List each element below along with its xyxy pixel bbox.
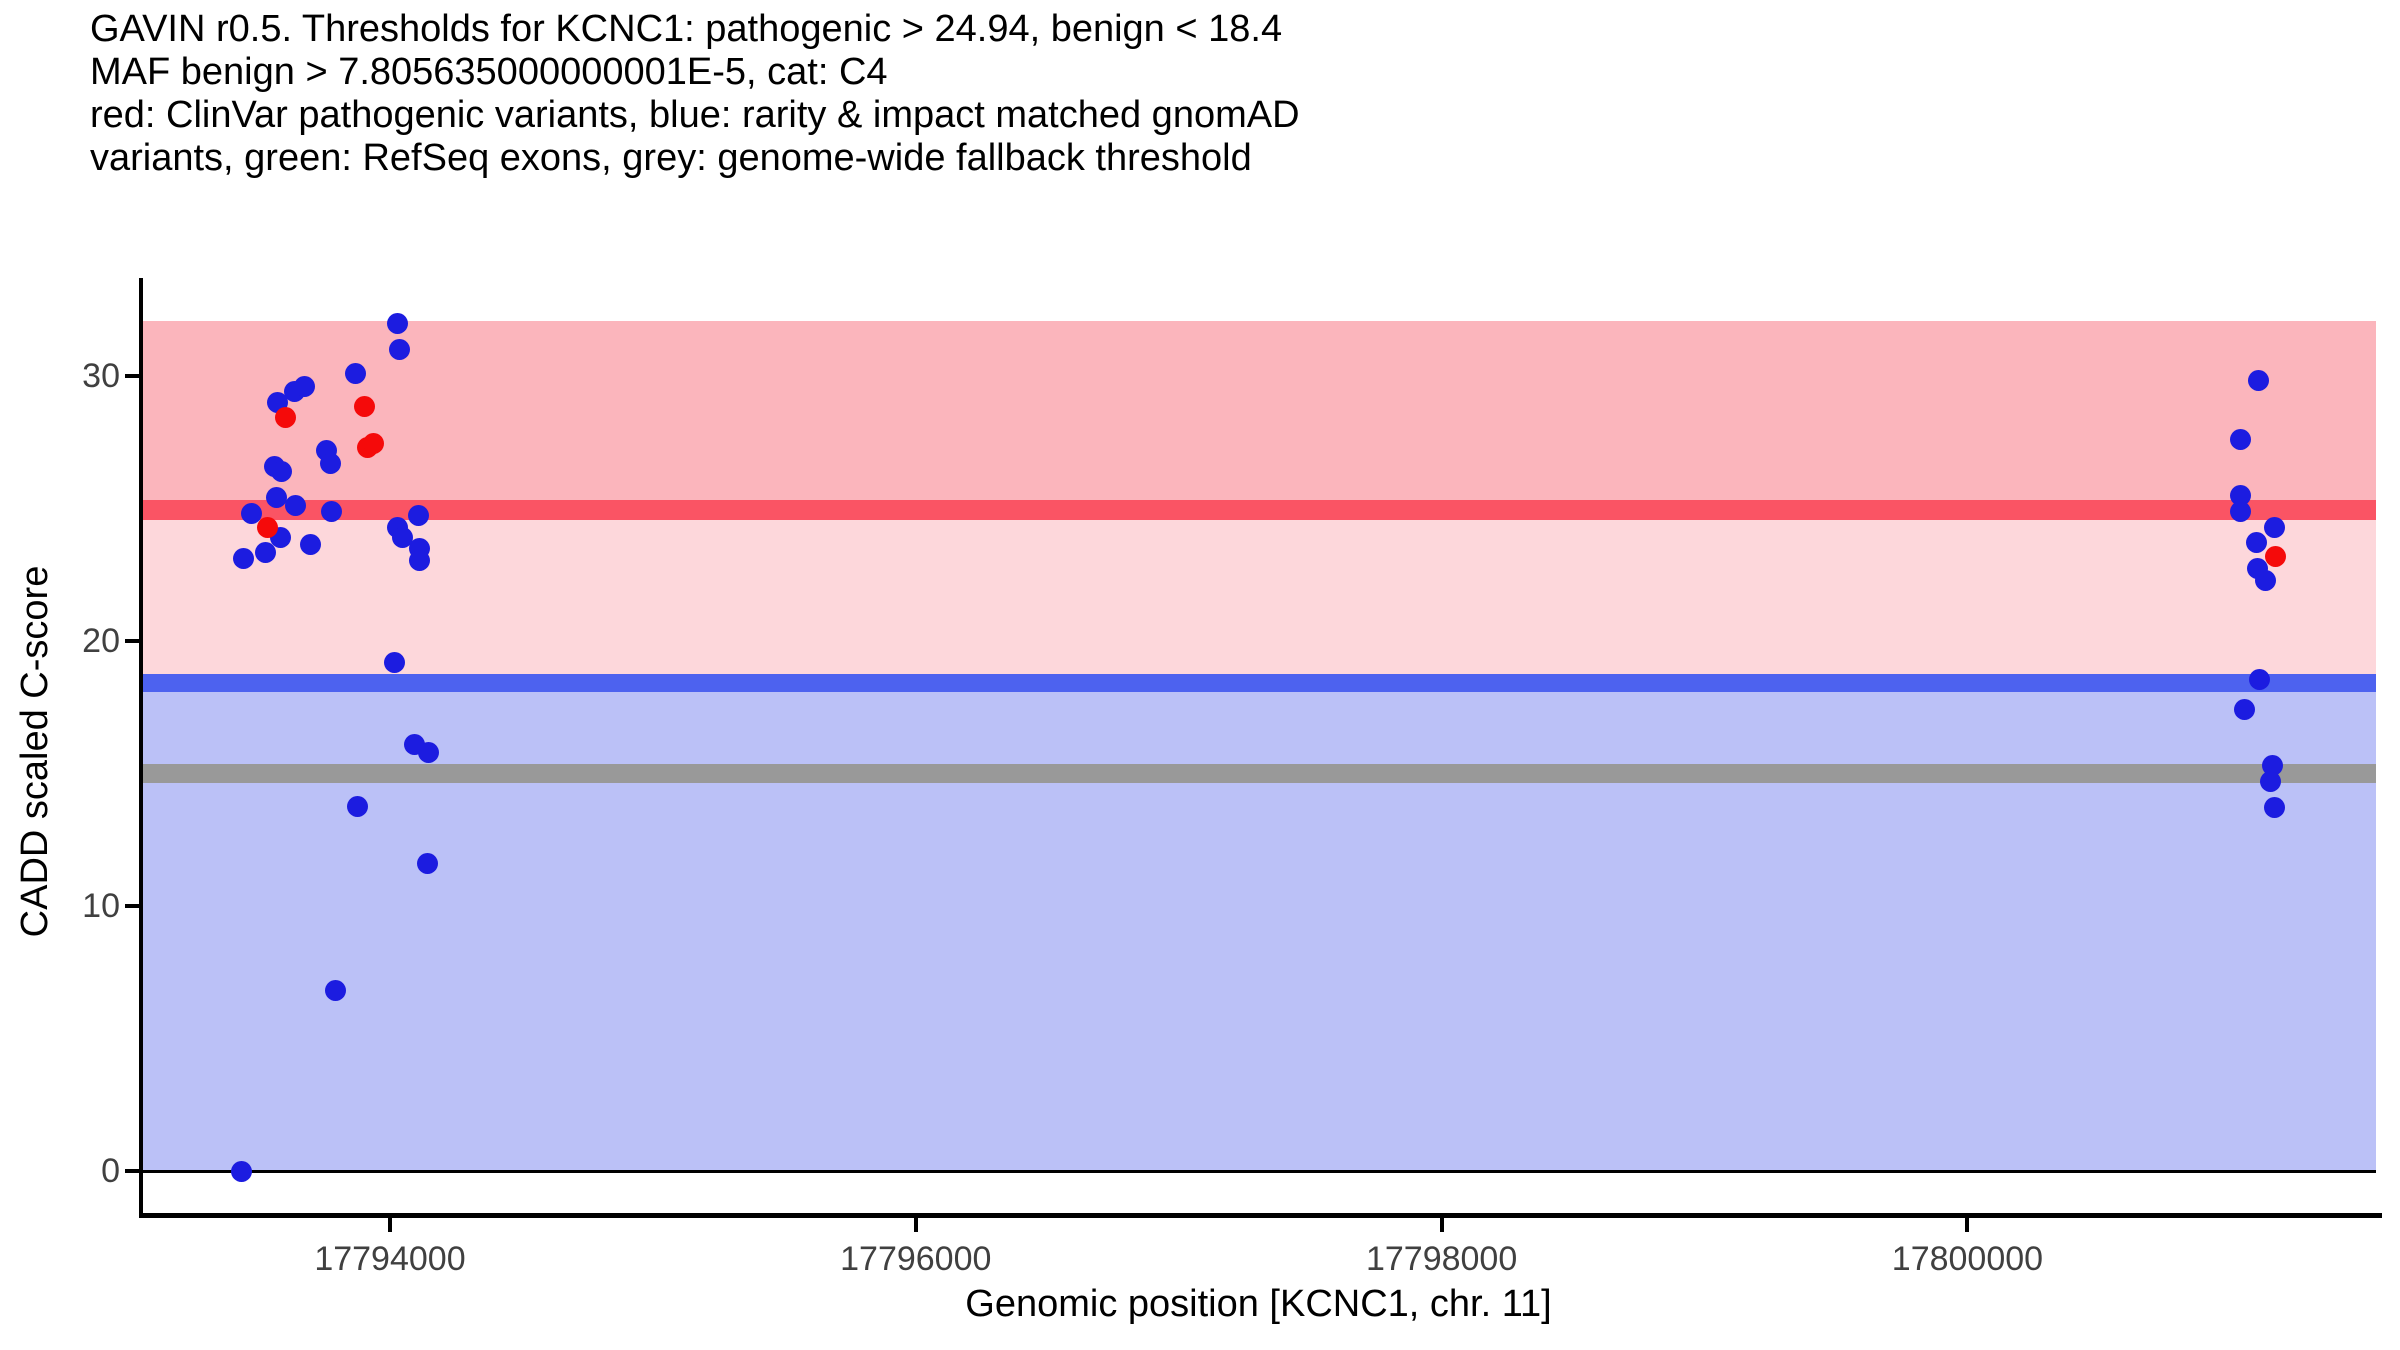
data-point [271,460,293,482]
title-line-2: MAF benign > 7.805635000000001E-5, cat: … [90,51,888,93]
data-point [274,406,296,428]
data-point [2247,369,2269,391]
y-tick-label: 20 [82,622,120,661]
data-point [363,433,385,455]
data-point [387,312,409,334]
data-point [232,548,254,570]
x-tick-label: 17794000 [314,1240,466,1278]
threshold-line [141,500,2376,521]
title-line-4: variants, green: RefSeq exons, grey: gen… [90,137,1252,179]
data-point [2245,532,2267,554]
data-point [389,339,411,361]
x-tick-label: 17798000 [1365,1240,1518,1278]
data-point [347,796,369,818]
data-point [417,741,439,763]
data-point [319,452,341,474]
y-tick-mark [125,1169,141,1173]
data-point [2259,770,2281,792]
data-point [344,362,366,384]
y-tick-mark [125,374,141,379]
data-point [384,651,406,673]
data-point [266,487,288,509]
y-tick-label: 30 [82,357,120,396]
plot-panel [141,278,2376,1215]
data-point [299,533,321,555]
data-point [2233,699,2255,721]
x-axis-label: Genomic position [KCNC1, chr. 11] [965,1283,1552,1325]
data-point [2229,429,2251,451]
data-point [284,495,306,517]
data-point [2264,516,2286,538]
data-point [407,504,429,526]
y-tick-mark [125,904,141,909]
data-point [324,980,346,1002]
y-tick-label: 10 [82,887,120,926]
x-tick-mark [1439,1218,1444,1232]
data-point [321,500,343,522]
data-point [2229,500,2251,522]
data-point [2261,755,2283,777]
title-line-3: red: ClinVar pathogenic variants, blue: … [90,94,1300,136]
threshold-line [141,1169,2376,1173]
data-point [391,527,413,549]
data-point [2229,484,2251,506]
data-point [293,376,315,398]
x-axis-line [139,1213,2382,1218]
y-tick-mark [125,639,141,644]
data-point [2249,668,2271,690]
data-point [2254,569,2276,591]
threshold-line [141,764,2376,784]
x-tick-mark [913,1218,918,1232]
data-point [416,853,438,875]
data-point [409,549,431,571]
y-axis-label: CADD scaled C-score [14,565,56,938]
threshold-line [141,674,2376,693]
data-point [354,396,376,418]
threshold-band [141,321,2376,511]
title-line-1: GAVIN r0.5. Thresholds for KCNC1: pathog… [90,8,1283,50]
y-axis-line [139,278,143,1217]
data-point [2265,545,2287,567]
y-tick-label: 0 [101,1152,120,1190]
threshold-band [141,510,2376,684]
plot-title: GAVIN r0.5. Thresholds for KCNC1: pathog… [90,8,1300,180]
x-tick-label: 17800000 [1891,1240,2044,1278]
x-tick-mark [1965,1218,1970,1232]
threshold-band [141,683,2376,1171]
data-point [255,541,277,563]
data-point [241,503,263,525]
data-point [2264,797,2286,819]
data-point [231,1160,253,1182]
data-point [257,516,279,538]
x-tick-label: 17796000 [840,1240,992,1278]
x-tick-mark [387,1218,392,1232]
